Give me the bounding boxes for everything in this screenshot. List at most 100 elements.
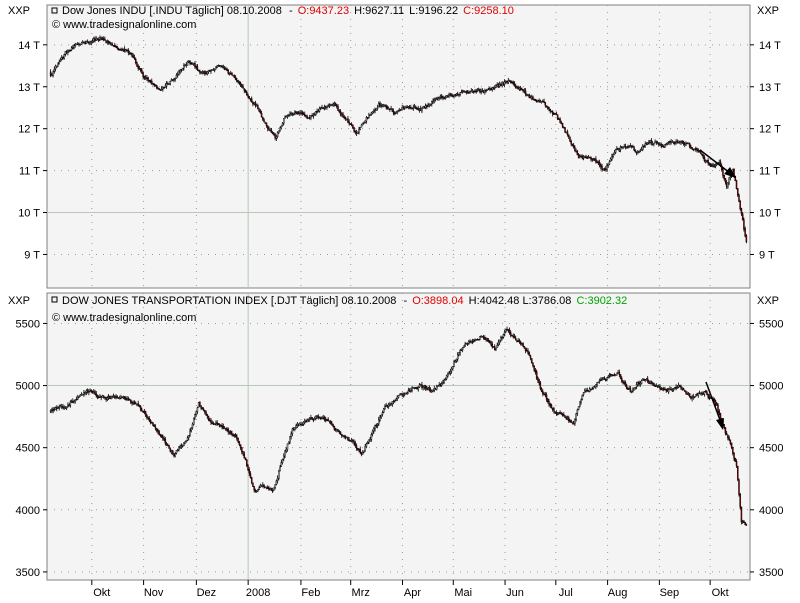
- top-candle: [662, 144, 665, 148]
- bottom-candle: [682, 387, 685, 391]
- top-candle-body: [355, 131, 358, 134]
- bottom-candle-body: [676, 387, 679, 389]
- bottom-candle: [577, 406, 580, 411]
- bottom-candle-body: [416, 387, 418, 390]
- top-candle-body: [170, 79, 173, 82]
- top-candle: [608, 159, 611, 166]
- top-candle-body: [88, 41, 90, 44]
- top-candle: [259, 109, 262, 114]
- bottom-candle: [244, 457, 247, 461]
- bottom-candle-body: [136, 403, 138, 406]
- bottom-candle: [735, 459, 738, 469]
- bottom-candle: [603, 376, 606, 380]
- bottom-candle: [677, 382, 680, 389]
- top-candle-body: [533, 99, 535, 101]
- bottom-plot-area[interactable]: [46, 292, 751, 581]
- top-candle: [655, 140, 658, 145]
- top-candle: [151, 78, 153, 85]
- top-candle-body: [78, 43, 80, 46]
- top-candle-body: [477, 89, 480, 92]
- bottom-candle-body: [653, 383, 655, 387]
- bottom-candle-body: [138, 405, 141, 408]
- bottom-candle-body: [63, 407, 65, 409]
- top-candle: [650, 138, 653, 146]
- bottom-candle-body: [285, 448, 287, 452]
- bottom-candle-body: [532, 362, 534, 367]
- top-candle-body: [324, 106, 327, 108]
- bottom-candle: [387, 402, 390, 409]
- bottom-candle-body: [271, 490, 274, 492]
- x-tick-label: Feb: [301, 587, 320, 599]
- bottom-candle-body: [366, 442, 369, 445]
- top-candle: [675, 139, 677, 145]
- top-candle-body: [398, 109, 401, 111]
- top-candle-body: [554, 113, 556, 115]
- bottom-candle: [327, 417, 329, 422]
- top-candle: [370, 111, 373, 116]
- top-candle: [104, 36, 106, 41]
- bottom-candle: [674, 387, 676, 390]
- top-candle: [343, 114, 345, 120]
- bottom-candle-body: [709, 397, 712, 399]
- top-candle-body: [65, 50, 68, 54]
- bottom-candle: [460, 348, 463, 352]
- top-candle-body: [659, 144, 661, 146]
- bottom-candle-body: [521, 343, 523, 345]
- top-candle: [695, 146, 697, 152]
- top-candle: [469, 90, 471, 94]
- top-candle-body: [130, 52, 132, 55]
- bottom-candle-body: [497, 341, 500, 346]
- bottom-candle: [435, 384, 438, 391]
- bottom-candle: [492, 346, 495, 348]
- top-candle-body: [157, 87, 159, 90]
- bottom-candle-body: [363, 450, 365, 453]
- top-candle: [635, 151, 638, 156]
- bottom-candle-body: [359, 449, 362, 453]
- top-candle-body: [276, 132, 279, 137]
- bottom-candle: [419, 383, 422, 387]
- bottom-candle: [303, 418, 306, 425]
- top-candle-body: [722, 169, 724, 176]
- top-candle-body: [522, 89, 524, 91]
- bottom-candle: [117, 397, 120, 399]
- bottom-candle-body: [588, 388, 591, 392]
- bottom-candle: [484, 335, 486, 340]
- bottom-candle: [687, 391, 690, 396]
- top-candle: [90, 40, 93, 46]
- bottom-candle: [590, 388, 592, 391]
- top-candle: [470, 88, 473, 93]
- bottom-candle: [109, 395, 111, 400]
- bottom-candle-body: [471, 341, 474, 343]
- bottom-candle: [686, 391, 688, 395]
- bottom-candle: [184, 441, 186, 445]
- top-candle-body: [602, 168, 605, 171]
- top-candle: [359, 127, 362, 131]
- bottom-candle: [110, 395, 112, 400]
- top-candle: [300, 109, 302, 116]
- top-candle-body: [664, 144, 666, 148]
- bottom-candle: [655, 383, 658, 387]
- top-candle-body: [384, 104, 386, 107]
- bottom-candle-body: [278, 471, 280, 479]
- bottom-candle: [317, 414, 320, 420]
- bottom-candle-body: [585, 390, 587, 392]
- top-candle: [585, 154, 587, 159]
- top-candle: [416, 106, 418, 110]
- bottom-candle: [180, 443, 183, 449]
- bottom-candle-body: [233, 434, 236, 436]
- bottom-candle: [449, 368, 452, 376]
- top-candle: [247, 93, 249, 99]
- bottom-candle: [609, 373, 612, 378]
- bottom-candle-body: [51, 409, 53, 411]
- bottom-candle: [738, 478, 740, 497]
- top-y-tick-label-left: 11 T: [19, 166, 40, 178]
- top-candle-body: [611, 156, 613, 160]
- bottom-candle-body: [139, 406, 142, 411]
- bottom-y-tick-label-right: 4000: [759, 505, 783, 517]
- bottom-candle: [382, 407, 385, 414]
- top-candle: [289, 111, 291, 117]
- bottom-candle-body: [68, 404, 70, 407]
- top-candle: [403, 106, 406, 111]
- top-candle-body: [690, 146, 692, 149]
- bottom-candle-body: [258, 487, 260, 490]
